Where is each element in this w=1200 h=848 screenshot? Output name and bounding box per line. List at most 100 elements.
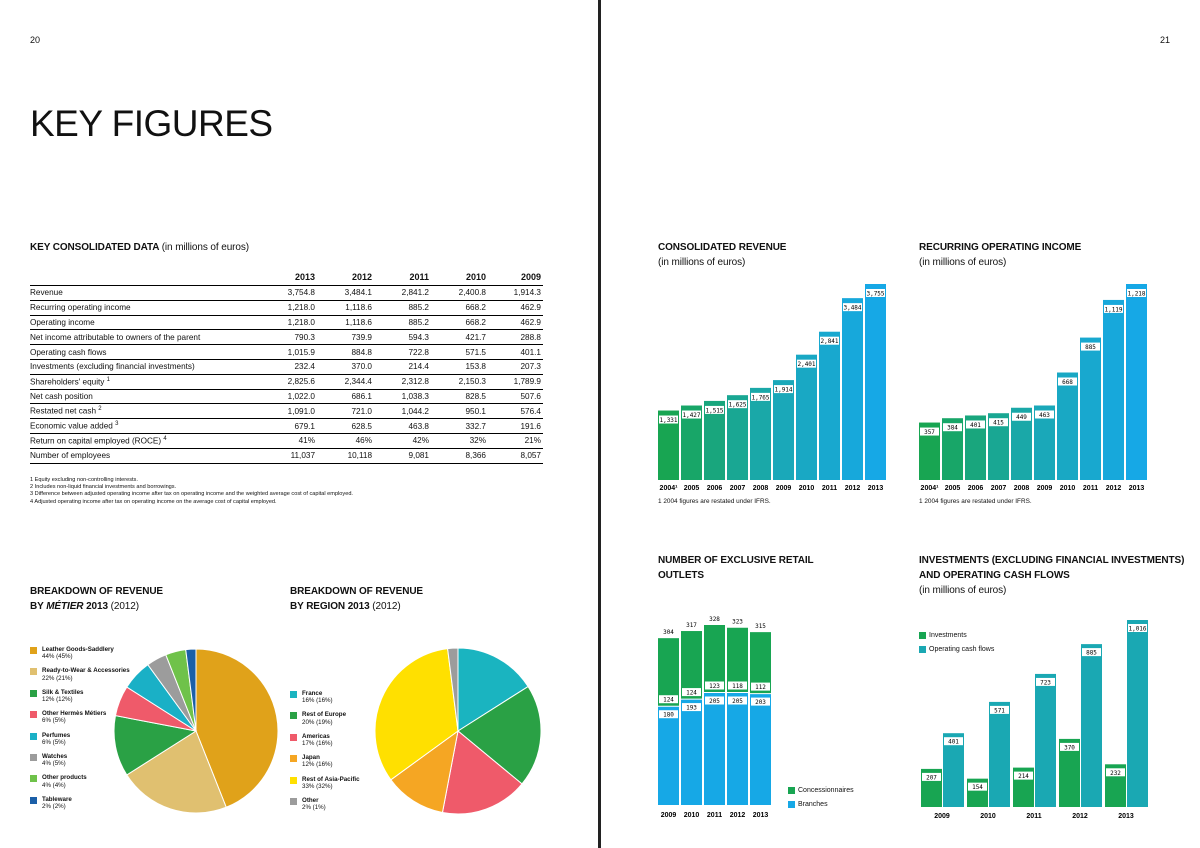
pie-slice <box>113 715 198 776</box>
x-tick-label: 2012 <box>845 485 861 492</box>
x-tick-label: 2007 <box>730 485 746 492</box>
footnote-marker: 3 <box>115 421 119 428</box>
investments-legend: Investments Operating cash flows <box>919 632 994 660</box>
table-cell: 9,081 <box>374 448 431 464</box>
legend-item: France 16% (16%) <box>290 690 380 704</box>
table-row-label-text: Investments (excluding financial investm… <box>30 362 195 372</box>
metier-pie-legend: Leather Goods-Saddlery 44% (45%) Ready-to-… <box>30 646 140 817</box>
legend-swatch <box>30 732 37 740</box>
outlets-stacked-bar-chart: 180 124 304 2009 193 124 317 2010 205 123 328 2011 2… <box>658 616 771 819</box>
legend-swatch <box>290 776 297 784</box>
x-tick-label: 2012 <box>1072 813 1088 820</box>
pie-slice <box>457 685 542 785</box>
table-row-label-text: Restated net cash <box>30 407 96 417</box>
bar-label-background <box>1082 648 1101 657</box>
table-row: Net cash position 1,022.0 686.1 1,038.3 828.… <box>30 389 543 405</box>
concessionnaires-value-label: 124 <box>663 697 674 704</box>
bar-label-background <box>1014 771 1033 780</box>
bar-operating-cash-flows <box>989 701 1010 807</box>
bar <box>750 387 771 480</box>
revenue-bar-chart: 1,331 2004¹ 1,427 2005 1,515 2006 1,625 2007 1,7… <box>658 284 886 492</box>
legend-percentage: 6% (5%) <box>42 738 66 746</box>
bar <box>1126 284 1147 480</box>
region-pie-legend: France 16% (16%) Rest of Europe 20% (19%) Am… <box>290 690 380 818</box>
legend-label: Tableware <box>42 795 72 803</box>
bar-value-label: 1,331 <box>659 417 677 424</box>
bar-value-label: 1,427 <box>682 412 700 419</box>
bar-value-label: 401 <box>948 739 959 746</box>
bar-label-background <box>1012 412 1031 421</box>
legend-swatch <box>290 755 297 763</box>
table-row-label: Restated net cash 2 <box>30 403 260 420</box>
table-cell: 1,914.3 <box>488 285 543 301</box>
legend-swatch <box>919 646 926 653</box>
table-cell: 32% <box>431 433 488 449</box>
bar-value-label: 885 <box>1086 650 1097 657</box>
table-cell: 191.6 <box>488 418 543 434</box>
right-page: 21 CONSOLIDATED REVENUE (in millions of … <box>601 0 1200 848</box>
bar <box>988 413 1009 480</box>
legend-swatch <box>30 775 37 783</box>
key-data-table-body: Revenue 3,754.8 3,484.1 2,841.2 2,400.8 1,914… <box>30 285 543 464</box>
pie-slice <box>390 729 459 814</box>
key-data-table: 2013 2012 2011 2010 2009 Revenue 3,754.8 3… <box>30 270 543 464</box>
footnote-marker: 4 <box>163 436 167 442</box>
table-cell: 721.0 <box>317 403 374 420</box>
bar-label-background <box>1060 742 1079 751</box>
legend-item: Silk & Textiles 12% (12%) <box>30 689 140 703</box>
bar-value-label: 214 <box>1018 773 1029 780</box>
table-cell: 462.9 <box>488 300 543 316</box>
table-row-label: Shareholders' equity 1 <box>30 374 260 390</box>
metier-pie-heading-line2: BY MÉTIER 2013 (2012) <box>30 599 163 614</box>
table-cell: 8,366 <box>431 448 488 464</box>
legend-percentage: 33% (32%) <box>302 782 333 790</box>
concessionnaires-value-label: 123 <box>709 683 720 690</box>
income-chart-heading: RECURRING OPERATING INCOME (in millions … <box>919 240 1081 270</box>
x-tick-label: 2012 <box>1106 485 1122 492</box>
legend-swatch <box>30 711 37 719</box>
pie-slice <box>447 647 459 732</box>
legend-label: Japan <box>302 754 320 762</box>
bar-label-background <box>751 392 770 401</box>
table-cell: 739.9 <box>317 329 374 346</box>
bar-value-label: 1,218 <box>1127 291 1145 298</box>
legend-item: Leather Goods-Saddlery 44% (45%) <box>30 646 140 660</box>
bar <box>965 415 986 480</box>
bar-label-background <box>1128 624 1147 632</box>
footnote: 3 Difference between adjusted operating … <box>30 491 353 498</box>
x-tick-label: 2005 <box>684 485 700 492</box>
table-row: Investments (excluding financial investm… <box>30 359 543 375</box>
bar-value-label: 1,119 <box>1104 306 1122 313</box>
bar-label-background <box>705 681 724 690</box>
x-tick-label: 2005 <box>945 485 961 492</box>
bar-branches <box>681 699 702 805</box>
bar-value-label: 3,484 <box>843 305 861 312</box>
table-cell: 3,754.8 <box>260 285 317 301</box>
bar-label-background <box>659 415 678 424</box>
legend-label: Leather Goods-Saddlery <box>42 646 114 653</box>
table-cell: 1,218.0 <box>260 315 317 331</box>
bar-label-background <box>1127 289 1146 297</box>
income-bar-chart: 357 2004¹ 384 2005 401 2006 415 2007 449 2008 463 2… <box>919 284 1147 492</box>
table-row: Return on capital employed (ROCE) 4 41% 46… <box>30 433 543 449</box>
table-header-label <box>30 270 260 286</box>
bar-label-background <box>659 695 678 704</box>
bar-label-background <box>682 703 701 712</box>
pie-slice <box>457 647 529 732</box>
legend-label: Other products <box>42 774 87 782</box>
table-cell: 1,218.0 <box>260 300 317 316</box>
x-tick-label: 2013 <box>753 812 769 819</box>
table-row: Operating income 1,218.0 1,118.6 885.2 668.2… <box>30 315 543 331</box>
investments-chart-heading: INVESTMENTS (EXCLUDING FINANCIAL INVESTM… <box>919 553 1184 598</box>
legend-percentage: 17% (16%) <box>302 740 333 748</box>
table-cell: 679.1 <box>260 418 317 434</box>
bar-value-label: 384 <box>947 425 958 432</box>
bar <box>1103 299 1124 480</box>
table-cell: 2,312.8 <box>374 374 431 390</box>
bar-value-label: 1,016 <box>1128 626 1146 633</box>
bar-value-label: 463 <box>1039 412 1050 419</box>
bar <box>1057 372 1078 480</box>
legend-swatch <box>290 733 297 741</box>
x-tick-label: 2011 <box>1026 813 1041 820</box>
outlets-chart-heading-line2: OUTLETS <box>658 570 704 581</box>
